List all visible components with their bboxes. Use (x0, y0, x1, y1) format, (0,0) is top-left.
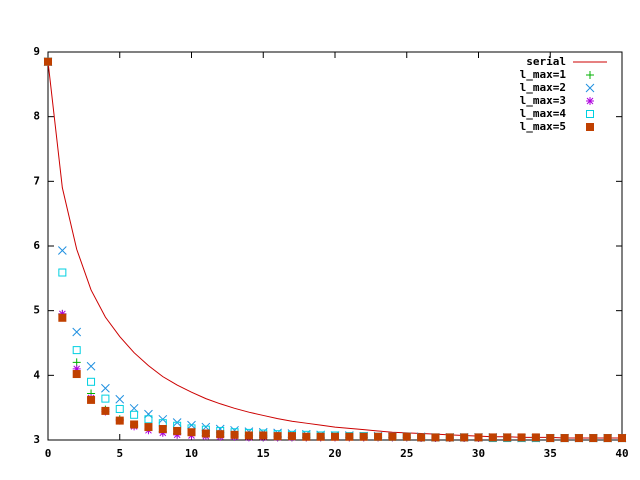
data-point (173, 426, 182, 435)
x-tick-label: 35 (544, 447, 557, 460)
legend-swatch (586, 123, 594, 131)
data-point (87, 377, 96, 386)
data-point (388, 432, 397, 441)
y-tick-label: 6 (33, 239, 40, 252)
data-point (101, 394, 110, 403)
data-point (187, 428, 196, 437)
data-point (144, 423, 153, 432)
data-point (402, 432, 411, 441)
data-point (244, 431, 253, 440)
y-tick-label: 4 (33, 368, 40, 381)
data-point (417, 433, 426, 442)
x-tick-label: 10 (185, 447, 198, 460)
data-point (531, 433, 540, 442)
x-tick-label: 25 (400, 447, 413, 460)
x-tick-label: 20 (328, 447, 341, 460)
data-point (331, 432, 339, 441)
legend-label: serial (526, 55, 566, 68)
legend-label: l_max=2 (520, 81, 566, 94)
data-point (618, 434, 626, 443)
data-point (302, 432, 311, 441)
legend-label: l_max=3 (520, 94, 566, 107)
y-tick-label: 9 (33, 45, 40, 58)
legend-swatch (586, 97, 594, 105)
data-point (603, 434, 612, 443)
legend-label: l_max=5 (520, 120, 566, 133)
data-point (57, 246, 67, 255)
data-point (445, 433, 454, 442)
y-tick-label: 5 (33, 304, 40, 317)
data-point (316, 432, 325, 441)
legend-swatch (586, 110, 594, 118)
data-point (130, 410, 139, 419)
data-point (144, 409, 153, 419)
data-point (259, 431, 268, 440)
legend-swatch (585, 83, 595, 93)
x-tick-label: 5 (116, 447, 123, 460)
data-point (101, 406, 110, 415)
data-point (345, 432, 354, 441)
y-tick-label: 7 (33, 174, 40, 187)
x-tick-label: 0 (45, 447, 52, 460)
data-point (517, 433, 526, 442)
data-point (44, 57, 52, 66)
data-point (115, 416, 124, 425)
x-tick-label: 15 (257, 447, 270, 460)
data-point (431, 433, 440, 442)
data-point (287, 432, 296, 441)
data-point (87, 395, 96, 404)
data-point (115, 394, 125, 404)
data-point (72, 370, 81, 379)
y-tick-label: 8 (33, 110, 40, 123)
legend-label: l_max=4 (520, 107, 567, 120)
data-point (58, 268, 67, 277)
legend-swatch (586, 71, 594, 79)
y-tick-label: 3 (33, 433, 40, 446)
data-point (474, 433, 483, 442)
data-point (158, 425, 167, 434)
data-point (115, 404, 124, 413)
data-point (359, 432, 368, 441)
data-point (144, 415, 153, 424)
data-point (374, 432, 383, 441)
data-point (72, 327, 82, 337)
data-point (574, 434, 583, 443)
x-tick-label: 40 (615, 447, 628, 460)
series-line (47, 61, 622, 439)
data-point (460, 433, 469, 442)
data-point (201, 429, 210, 438)
data-point (546, 434, 555, 443)
data-point (589, 434, 598, 443)
data-point (130, 420, 139, 429)
data-point (503, 433, 512, 442)
data-point (230, 430, 239, 439)
data-point (273, 432, 282, 441)
data-point (560, 434, 569, 443)
data-point (216, 430, 225, 439)
data-point (58, 313, 67, 322)
legend-label: l_max=1 (520, 68, 567, 81)
data-point (488, 433, 497, 442)
data-point (101, 383, 110, 393)
data-point (86, 361, 96, 371)
data-point (72, 364, 81, 373)
x-tick-label: 30 (472, 447, 485, 460)
data-point (72, 346, 81, 355)
